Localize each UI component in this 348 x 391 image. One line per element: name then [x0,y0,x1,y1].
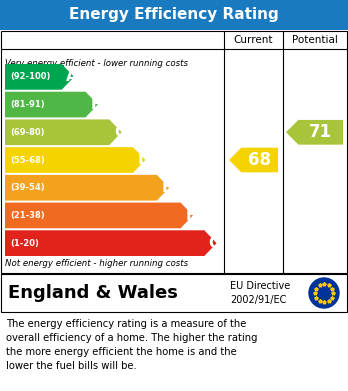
Text: 68: 68 [248,151,271,169]
Text: Potential: Potential [292,35,338,45]
Text: C: C [114,125,125,140]
Text: (69-80): (69-80) [10,128,45,137]
Bar [0,0,348,30]
Polygon shape [5,230,217,256]
Text: Current: Current [234,35,273,45]
Polygon shape [5,119,122,145]
Polygon shape [5,92,98,117]
Polygon shape [5,147,145,173]
Text: (1-20): (1-20) [10,239,39,248]
Polygon shape [286,120,343,145]
Text: (39-54): (39-54) [10,183,45,192]
Polygon shape [229,148,278,172]
Text: Energy Efficiency Rating: Energy Efficiency Rating [69,7,279,23]
Bar [1,274,347,312]
Text: (55-68): (55-68) [10,156,45,165]
Polygon shape [5,64,74,90]
Text: A: A [66,69,78,84]
Text: The energy efficiency rating is a measure of the
overall efficiency of a home. T: The energy efficiency rating is a measur… [6,319,258,371]
Text: 71: 71 [309,123,332,141]
Polygon shape [5,175,169,201]
Text: G: G [208,236,221,251]
Circle shape [309,278,339,308]
Text: EU Directive
2002/91/EC: EU Directive 2002/91/EC [230,281,290,305]
Text: Very energy efficient - lower running costs: Very energy efficient - lower running co… [5,59,188,68]
Polygon shape [5,203,193,228]
Text: Not energy efficient - higher running costs: Not energy efficient - higher running co… [5,259,188,268]
Text: E: E [162,180,173,195]
Text: England & Wales: England & Wales [8,284,178,302]
Text: F: F [186,208,196,223]
Text: (21-38): (21-38) [10,211,45,220]
Bar [1,31,347,273]
Text: (81-91): (81-91) [10,100,45,109]
Text: B: B [90,97,102,112]
Text: (92-100): (92-100) [10,72,50,81]
Text: D: D [137,152,150,167]
